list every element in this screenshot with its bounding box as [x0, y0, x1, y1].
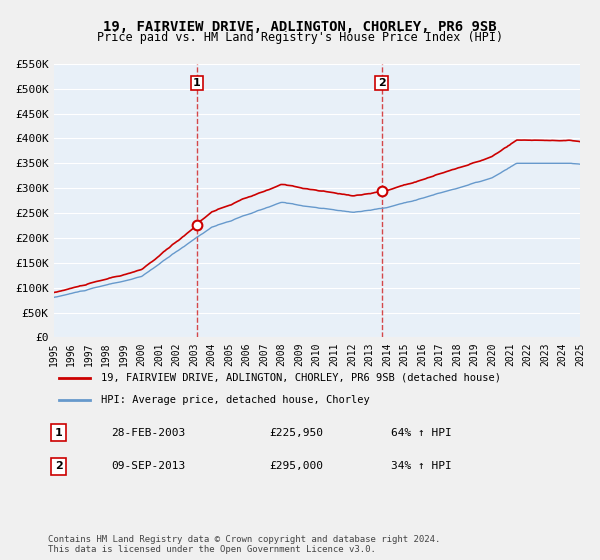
Text: 19, FAIRVIEW DRIVE, ADLINGTON, CHORLEY, PR6 9SB: 19, FAIRVIEW DRIVE, ADLINGTON, CHORLEY, …	[103, 20, 497, 34]
Text: 1: 1	[55, 428, 62, 437]
Text: 19, FAIRVIEW DRIVE, ADLINGTON, CHORLEY, PR6 9SB (detached house): 19, FAIRVIEW DRIVE, ADLINGTON, CHORLEY, …	[101, 373, 501, 383]
Text: 34% ↑ HPI: 34% ↑ HPI	[391, 461, 452, 471]
Text: 09-SEP-2013: 09-SEP-2013	[112, 461, 185, 471]
Text: £225,950: £225,950	[270, 428, 324, 437]
Text: Contains HM Land Registry data © Crown copyright and database right 2024.
This d: Contains HM Land Registry data © Crown c…	[48, 535, 440, 554]
Text: Price paid vs. HM Land Registry's House Price Index (HPI): Price paid vs. HM Land Registry's House …	[97, 31, 503, 44]
Text: 2: 2	[55, 461, 62, 471]
Text: HPI: Average price, detached house, Chorley: HPI: Average price, detached house, Chor…	[101, 395, 370, 405]
Text: £295,000: £295,000	[270, 461, 324, 471]
Text: 64% ↑ HPI: 64% ↑ HPI	[391, 428, 452, 437]
Text: 1: 1	[193, 78, 200, 88]
Text: 28-FEB-2003: 28-FEB-2003	[112, 428, 185, 437]
Text: 2: 2	[377, 78, 385, 88]
